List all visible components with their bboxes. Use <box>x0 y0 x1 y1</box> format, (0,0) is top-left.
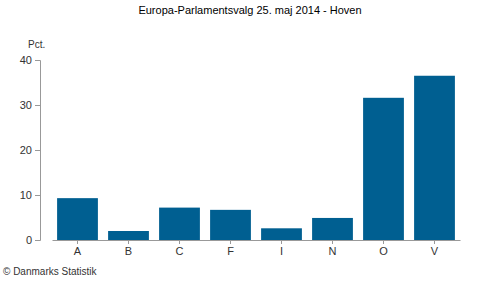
x-tick-label: A <box>74 245 82 257</box>
x-axis: ABCFINOV <box>53 240 461 257</box>
x-axis-line <box>53 240 461 241</box>
bar <box>108 231 149 240</box>
bar <box>57 198 98 240</box>
chart: Europa-Parlamentsvalg 25. maj 2014 - Hov… <box>0 0 500 282</box>
x-tick-mark <box>332 240 333 244</box>
source: © Danmarks Statistik <box>3 266 98 277</box>
bar <box>159 208 200 240</box>
y-tick-mark <box>35 60 40 61</box>
y-axis: 0 10 20 30 40 <box>20 54 41 246</box>
x-tick-label: V <box>431 245 439 257</box>
y-tick: 30 <box>20 99 40 111</box>
x-tick: V <box>431 240 439 257</box>
x-tick-label: B <box>125 245 132 257</box>
y-tick-mark <box>35 240 40 241</box>
x-tick-label: O <box>379 245 388 257</box>
y-tick-mark <box>35 150 40 151</box>
y-tick-label: 30 <box>20 99 32 111</box>
y-tick-label: 0 <box>26 234 32 246</box>
y-tick: 40 <box>20 54 40 66</box>
x-tick: I <box>280 240 283 257</box>
y-tick-label: 10 <box>20 189 32 201</box>
x-tick: O <box>379 240 388 257</box>
x-tick: N <box>329 240 337 257</box>
x-tick-mark <box>179 240 180 244</box>
y-tick-mark <box>35 195 40 196</box>
y-axis-label: Pct. <box>28 39 45 50</box>
bar <box>312 218 353 240</box>
bar <box>414 76 455 240</box>
y-tick-label: 40 <box>20 54 32 66</box>
x-tick-label: I <box>280 245 283 257</box>
x-tick-mark <box>383 240 384 244</box>
bars <box>57 76 455 240</box>
x-tick-label: F <box>227 245 234 257</box>
y-tick: 0 <box>26 234 40 246</box>
x-tick-mark <box>230 240 231 244</box>
bar <box>210 210 251 240</box>
x-tick: A <box>74 240 82 257</box>
x-tick-mark <box>128 240 129 244</box>
x-tick-label: C <box>176 245 184 257</box>
title: Europa-Parlamentsvalg 25. maj 2014 - Hov… <box>138 4 361 16</box>
bar <box>261 228 302 240</box>
x-tick-mark <box>434 240 435 244</box>
chart-container: Europa-Parlamentsvalg 25. maj 2014 - Hov… <box>0 0 500 282</box>
x-tick-mark <box>281 240 282 244</box>
x-tick: C <box>176 240 184 257</box>
bar <box>363 98 404 240</box>
y-tick-label: 20 <box>20 144 32 156</box>
y-tick: 20 <box>20 144 40 156</box>
y-tick: 10 <box>20 189 40 201</box>
y-tick-mark <box>35 105 40 106</box>
y-axis-line <box>35 61 41 241</box>
x-tick: B <box>125 240 132 257</box>
x-tick: F <box>227 240 234 257</box>
x-tick-label: N <box>329 245 337 257</box>
x-tick-mark <box>77 240 78 244</box>
